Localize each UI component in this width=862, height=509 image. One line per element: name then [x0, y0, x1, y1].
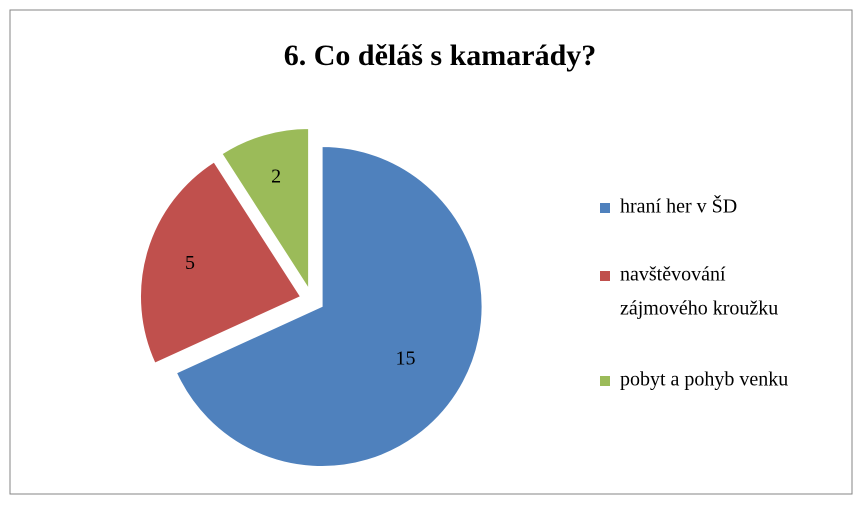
pie-slice	[140, 161, 302, 364]
legend-label: navštěvování	[620, 264, 726, 286]
legend-marker	[600, 376, 610, 386]
pie-slice	[175, 145, 483, 467]
legend-marker	[600, 203, 610, 213]
pie-slice	[221, 127, 310, 291]
legend-label: zájmového kroužku	[620, 298, 778, 320]
legend-label: pobyt a pohyb venku	[620, 369, 788, 391]
data-label: 15	[396, 348, 416, 370]
legend-marker	[600, 271, 610, 281]
chart-title: 6. Co děláš s kamarády?	[284, 39, 597, 72]
data-label: 2	[271, 166, 281, 188]
data-label: 5	[185, 252, 195, 274]
legend-label: hraní her v ŠD	[620, 194, 737, 218]
